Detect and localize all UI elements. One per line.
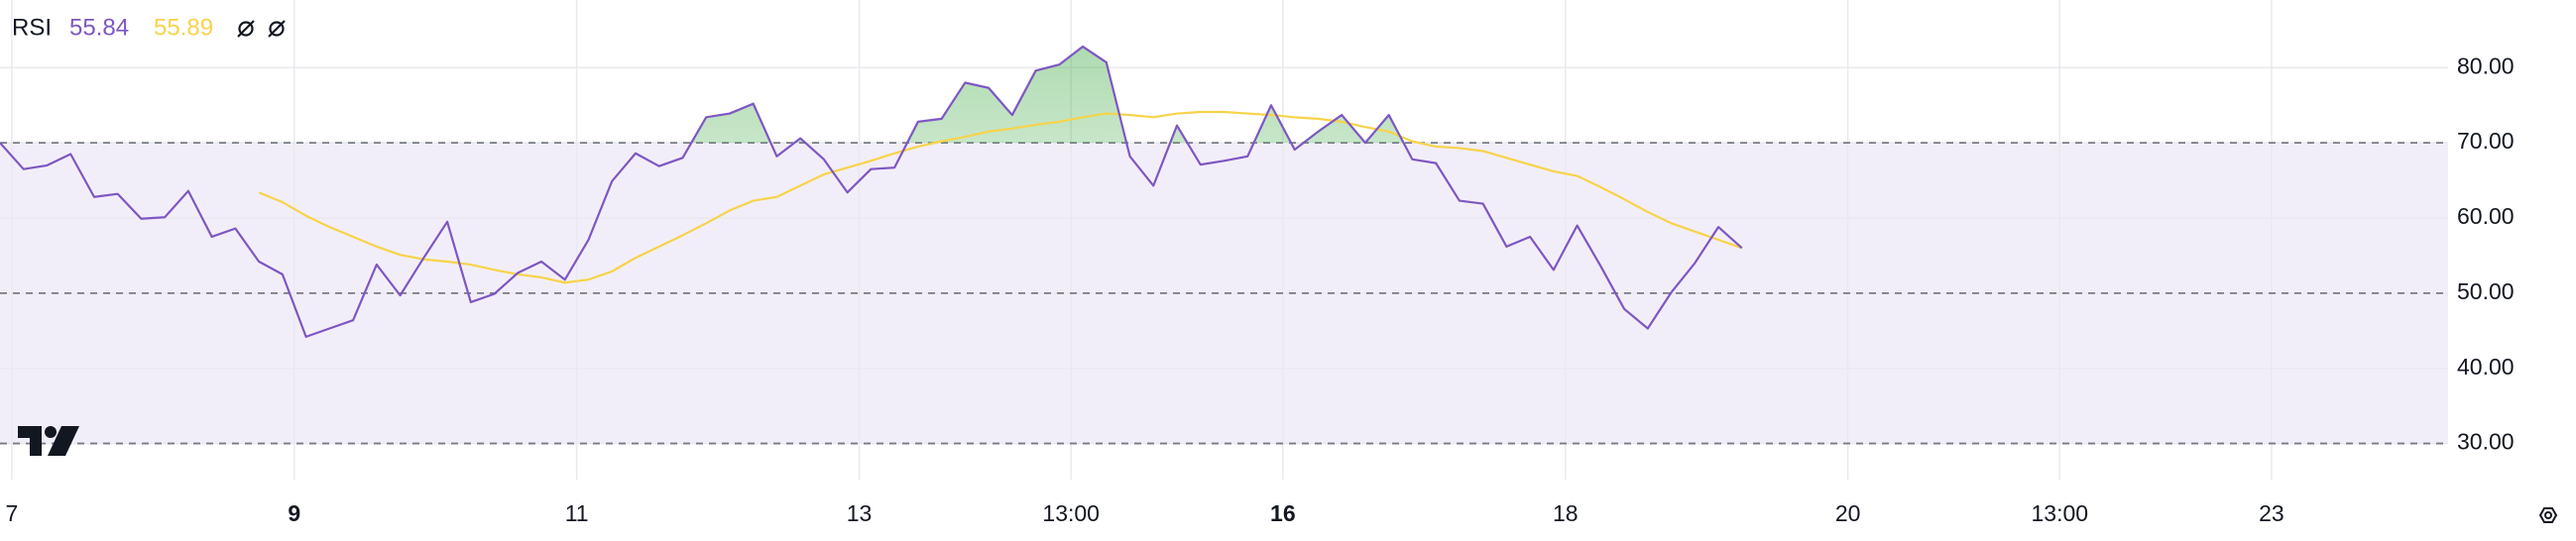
plot-area	[0, 45, 1743, 338]
y-tick-label: 30.00	[2457, 429, 2515, 455]
grid-layer	[0, 0, 2448, 480]
tradingview-logo[interactable]	[18, 426, 79, 456]
x-tick-label: 20	[1835, 500, 1861, 526]
x-tick-label: 13	[847, 500, 873, 526]
rsi-value: 55.84	[69, 14, 129, 41]
overbought-fill	[691, 47, 1404, 144]
x-tick-label: 18	[1553, 500, 1579, 526]
indicator-name: RSI	[12, 14, 52, 41]
x-tick-label: 16	[1270, 500, 1296, 526]
hidden-icon[interactable]	[237, 20, 255, 38]
ma-value: 55.89	[154, 14, 213, 41]
y-tick-label: 80.00	[2457, 53, 2515, 78]
legend-header: RSI 55.84 55.89	[12, 14, 286, 41]
rsi-line	[0, 45, 1743, 338]
x-tick-label: 23	[2259, 500, 2284, 526]
x-tick-label: 7	[5, 500, 18, 526]
y-tick-label: 40.00	[2457, 354, 2515, 379]
settings-icon[interactable]	[2538, 507, 2558, 523]
y-tick-label: 70.00	[2457, 128, 2515, 154]
hidden-icon[interactable]	[268, 20, 286, 38]
x-tick-label: 11	[565, 500, 589, 526]
y-tick-label: 60.00	[2457, 203, 2515, 229]
ma-line	[258, 110, 1743, 284]
x-tick-label: 9	[288, 500, 300, 526]
x-tick-label: 13:00	[2032, 500, 2089, 526]
y-tick-label: 50.00	[2457, 278, 2515, 304]
x-tick-label: 13:00	[1042, 500, 1100, 526]
axes-layer: 30.00 40.00 50.00 60.00 70.00 80.00 7 9 11 13 13:0…	[5, 53, 2514, 526]
